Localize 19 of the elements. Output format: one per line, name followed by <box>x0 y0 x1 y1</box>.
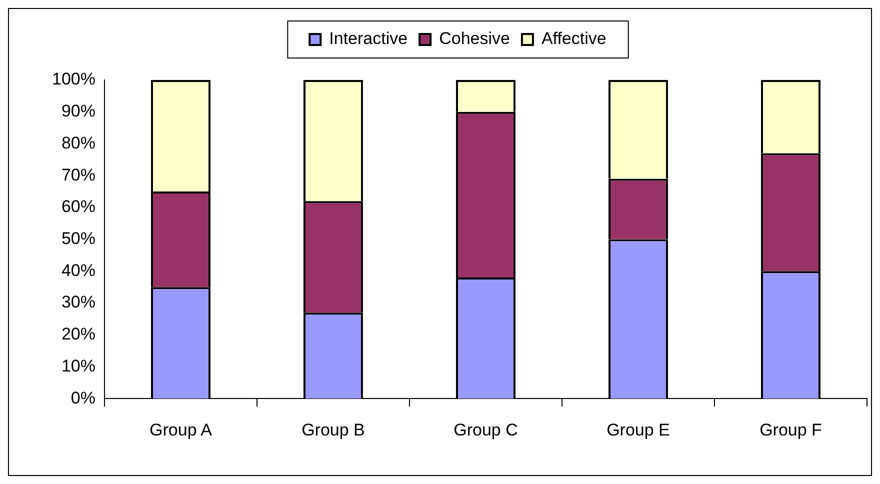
y-tick-label: 40% <box>61 260 96 280</box>
y-tick-label: 60% <box>61 197 96 216</box>
y-tick-label: 50% <box>61 228 96 248</box>
y-tick-label: 70% <box>61 165 96 184</box>
y-tick-label: 20% <box>61 324 96 344</box>
legend-label: Affective <box>541 29 606 48</box>
x-tick-label: Group B <box>302 420 365 440</box>
x-tick-label: Group F <box>760 420 822 440</box>
y-tick-label: 80% <box>61 133 96 152</box>
x-tick-label: Group C <box>454 420 518 440</box>
y-tick-label: 30% <box>61 292 96 312</box>
legend-label: Cohesive <box>439 29 510 48</box>
y-tick-label: 0% <box>70 388 96 408</box>
y-tick-label: 10% <box>61 356 96 376</box>
x-tick-label: Group A <box>150 420 213 440</box>
y-tick-label: 100% <box>52 70 96 89</box>
y-tick-label: 90% <box>61 102 96 121</box>
x-tick-label: Group E <box>606 420 670 440</box>
legend-label: Interactive <box>329 29 408 48</box>
